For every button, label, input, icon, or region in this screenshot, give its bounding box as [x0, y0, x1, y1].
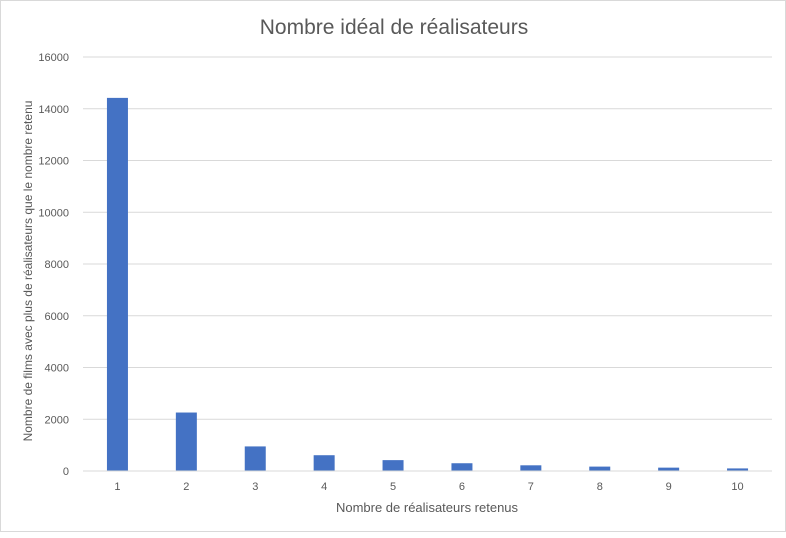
y-tick-label: 10000: [38, 207, 69, 219]
x-tick-label: 6: [459, 481, 465, 493]
y-tick-label: 0: [63, 466, 69, 478]
bar: [382, 460, 404, 471]
bar: [589, 466, 611, 471]
y-tick-label: 4000: [45, 363, 69, 375]
bars: [106, 97, 749, 471]
x-tick-label: 4: [321, 481, 327, 493]
y-axis-ticks: 0 2000 4000 6000 8000 10000 12000 14000 16000: [38, 52, 69, 478]
y-tick-label: 16000: [38, 52, 69, 64]
chart-title: Nombre idéal de réalisateurs: [260, 16, 528, 39]
bar: [451, 463, 473, 471]
bar: [106, 97, 128, 471]
x-tick-label: 2: [183, 481, 189, 493]
bar: [313, 455, 335, 471]
y-axis-label: Nombre de films avec plus de réalisateur…: [21, 101, 35, 442]
y-tick-label: 2000: [45, 414, 69, 426]
bar: [244, 446, 266, 471]
x-axis-ticks: 1 2 3 4 5 6 7 8 9 10: [114, 481, 743, 493]
bar: [727, 468, 749, 471]
x-tick-label: 1: [114, 481, 120, 493]
x-tick-label: 3: [252, 481, 258, 493]
y-tick-label: 8000: [45, 259, 69, 271]
x-axis-label: Nombre de réalisateurs retenus: [336, 500, 519, 515]
bar: [175, 412, 197, 471]
y-tick-label: 14000: [38, 104, 69, 116]
bar: [658, 467, 680, 471]
y-tick-label: 6000: [45, 311, 69, 323]
y-tick-label: 12000: [38, 156, 69, 168]
bar: [520, 465, 542, 471]
x-tick-label: 5: [390, 481, 396, 493]
x-tick-label: 7: [528, 481, 534, 493]
x-tick-label: 8: [597, 481, 603, 493]
gridlines: [83, 56, 772, 420]
x-tick-label: 10: [731, 481, 743, 493]
x-tick-label: 9: [666, 481, 672, 493]
